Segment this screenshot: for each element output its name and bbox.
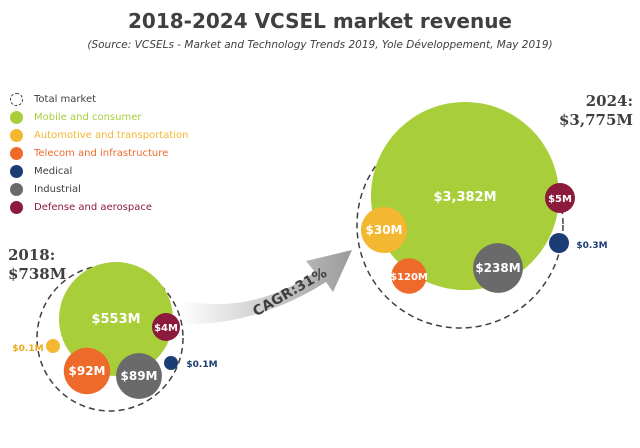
bubble-label-industrial-2018: $89M — [121, 369, 158, 383]
legend-item-automotive: Automotive and transportation — [10, 126, 189, 144]
legend-label-total-market: Total market — [34, 93, 97, 105]
legend-item-defense: Defense and aerospace — [10, 198, 189, 216]
bubble-label-mobile-and-consumer-2024: $3,382M — [433, 190, 496, 205]
bubble-label-automotive-and-transportation-2024: $30M — [366, 223, 403, 237]
bubble-label-mobile-and-consumer-2018: $553M — [91, 312, 140, 327]
bubble-label-automotive-and-transportation-2018: $0.1M — [12, 344, 43, 354]
legend-label-defense: Defense and aerospace — [34, 201, 153, 213]
legend-swatch-mobile — [10, 110, 23, 124]
bubble-automotive-and-transportation-2018 — [46, 339, 60, 353]
legend-label-telecom: Telecom and infrastructure — [34, 147, 169, 159]
legend-label-medical: Medical — [34, 165, 73, 177]
panel-2024-year: 2024: — [585, 92, 633, 110]
legend-item-industrial: Industrial — [10, 180, 189, 198]
legend-swatch-total-market — [10, 92, 23, 106]
legend-item-mobile: Mobile and consumer — [10, 108, 189, 126]
legend-swatch-automotive — [10, 128, 23, 142]
bubble-medical-2018 — [164, 356, 178, 370]
bubble-label-telecom-and-infrastructure-2024: $120M — [390, 272, 428, 283]
legend-item-total-market: Total market — [10, 90, 189, 108]
bubble-industrial-2024 — [473, 243, 523, 293]
legend-item-telecom: Telecom and infrastructure — [10, 144, 189, 162]
legend: Total market Mobile and consumer Automot… — [10, 90, 189, 216]
panel-2024-total-label: 2024: $3,775M — [555, 92, 633, 130]
cagr-annotation: CAGR:31% — [250, 265, 329, 320]
bubble-label-medical-2024: $0.3M — [576, 241, 607, 251]
bubble-mobile-and-consumer-2018 — [59, 262, 173, 376]
bubble-automotive-and-transportation-2024 — [361, 207, 407, 253]
cagr-arrow — [180, 250, 352, 325]
panel-2018-total: $738M — [8, 265, 67, 283]
bubble-label-industrial-2024: $238M — [475, 261, 520, 275]
panel-2024-total: $3,775M — [558, 111, 633, 129]
bubble-label-defense-and-aerospace-2018: $4M — [154, 323, 178, 334]
chart-title: 2018-2024 VCSEL market revenue — [127, 9, 512, 33]
bubble-label-medical-2018: $0.1M — [186, 360, 217, 370]
bubble-industrial-2018 — [116, 353, 162, 399]
bubble-label-telecom-and-infrastructure-2018: $92M — [69, 364, 106, 378]
legend-label-industrial: Industrial — [34, 183, 81, 195]
bubble-medical-2024 — [549, 233, 569, 253]
bubble-defense-and-aerospace-2018 — [152, 313, 180, 341]
legend-item-medical: Medical — [10, 162, 189, 180]
legend-swatch-industrial — [10, 182, 23, 196]
legend-swatch-telecom — [10, 146, 23, 160]
legend-label-mobile: Mobile and consumer — [34, 111, 142, 123]
legend-swatch-medical — [10, 164, 23, 178]
bubble-defense-and-aerospace-2024 — [545, 183, 575, 213]
bubble-telecom-and-infrastructure-2024 — [391, 258, 427, 294]
bubble-label-defense-and-aerospace-2024: $5M — [548, 194, 572, 205]
chart-subtitle: (Source: VCSELs - Market and Technology … — [87, 39, 553, 51]
legend-label-automotive: Automotive and transportation — [34, 129, 189, 141]
panel-2018-total-label: 2018: $738M — [8, 246, 66, 284]
bubble-mobile-and-consumer-2024 — [371, 102, 559, 290]
legend-swatch-defense — [10, 200, 23, 214]
panel-2018-year: 2018: — [8, 246, 56, 264]
bubble-telecom-and-infrastructure-2018 — [63, 347, 111, 395]
